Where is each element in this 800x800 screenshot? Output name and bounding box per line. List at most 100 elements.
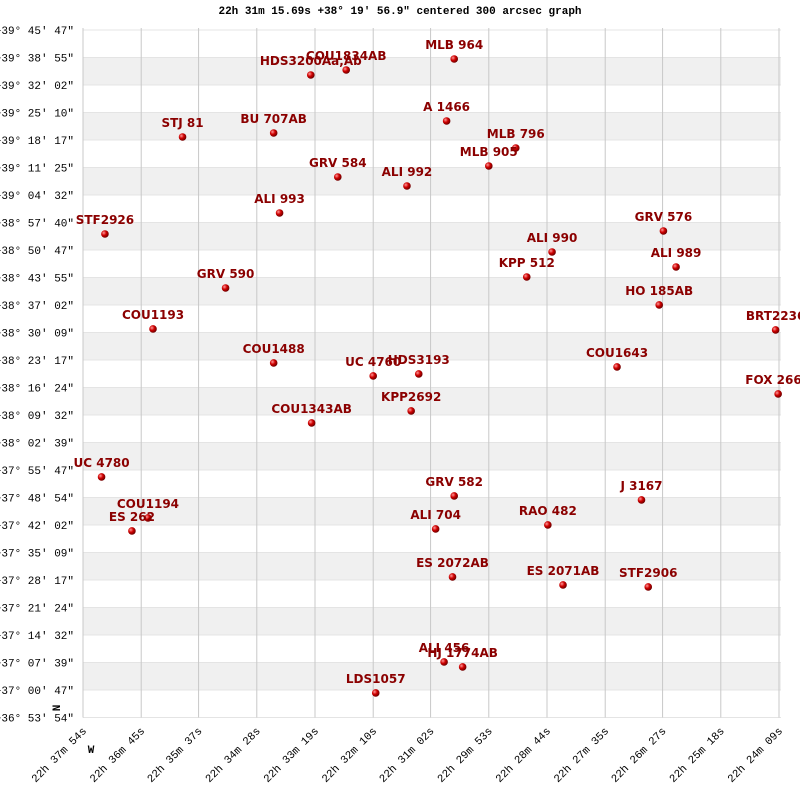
star-point (448, 573, 457, 581)
star-point (548, 248, 556, 256)
star-label: GRV 576 (635, 210, 693, 224)
y-tick-label: +37° 42' 02" (0, 521, 74, 533)
y-tick-label: +39° 45' 47" (0, 26, 74, 38)
star-point (440, 658, 448, 666)
star-label: KPP 512 (499, 256, 555, 270)
star-point (149, 325, 157, 333)
star-label: FOX 266A (745, 373, 800, 387)
y-tick-label: +37° 21' 24" (0, 604, 74, 616)
star-label: STF2926 (76, 213, 134, 227)
y-tick-label: +39° 04' 32" (0, 191, 74, 203)
star-point (178, 133, 187, 141)
y-tick-label: +38° 30' 09" (0, 329, 74, 341)
star-point (221, 284, 230, 292)
star-label: COU1643 (586, 346, 648, 360)
star-point (544, 521, 552, 529)
y-tick-label: +38° 23' 17" (0, 356, 74, 368)
star-point (275, 209, 284, 217)
y-tick-label: +37° 00' 47" (0, 686, 74, 698)
star-point (659, 227, 668, 235)
grid-band (83, 222, 781, 250)
star-label: COU1193 (122, 308, 184, 322)
star-label: MLB 796 (487, 127, 545, 141)
grid-band (83, 662, 781, 690)
star-label: STJ 81 (161, 116, 203, 130)
star-label: GRV 582 (425, 475, 483, 489)
star-label: ALI 992 (382, 165, 433, 179)
y-tick-label: +39° 25' 10" (0, 108, 74, 120)
star-label: ALI 456 (419, 641, 470, 655)
grid-band (83, 332, 781, 360)
x-tick-label: 22h 32m 10s (320, 726, 380, 786)
y-tick-label: +37° 35' 09" (0, 549, 74, 561)
star-label: GRV 584 (309, 156, 367, 170)
star-point (128, 527, 136, 535)
y-tick-label: +37° 48' 54" (0, 494, 74, 506)
star-point (771, 326, 780, 334)
star-label: LDS1057 (346, 672, 406, 686)
x-tick-label: 22h 31m 02s (378, 726, 438, 786)
star-point (144, 514, 152, 522)
star-point (644, 583, 653, 591)
star-point (655, 301, 664, 309)
star-label: COU1488 (243, 342, 305, 356)
star-point (414, 370, 423, 378)
y-tick-label: +38° 37' 02" (0, 301, 74, 313)
y-tick-label: +38° 02' 39" (0, 439, 74, 451)
x-tick-label: 22h 24m 09s (726, 726, 786, 786)
star-point (403, 182, 411, 190)
star-label: STF2906 (619, 566, 677, 580)
star-label: COU1194 (117, 497, 179, 511)
star-label: ALI 990 (527, 231, 578, 245)
chart-title: 22h 31m 15.69s +38° 19′ 56.9" centered 3… (218, 6, 581, 18)
star-point (269, 359, 278, 367)
star-point (511, 144, 520, 152)
star-label: ALI 993 (254, 192, 305, 206)
grid-band (83, 387, 781, 415)
x-tick-label: 22h 33m 19s (262, 726, 322, 786)
x-tick-label: 22h 37m 54s (30, 726, 90, 786)
y-tick-label: +38° 43' 55" (0, 273, 74, 285)
star-label: GRV 590 (197, 267, 255, 281)
star-label: A 1466 (423, 100, 470, 114)
grid-band (83, 442, 781, 470)
y-tick-label: +39° 38' 55" (0, 53, 74, 65)
y-tick-label: +39° 32' 02" (0, 81, 74, 93)
x-tick-label: 22h 29m 53s (436, 726, 496, 786)
star-label: ALI 704 (410, 508, 461, 522)
star-label: MLB 905 (460, 145, 518, 159)
star-point (613, 363, 621, 371)
y-tick-label: +37° 07' 39" (0, 659, 74, 671)
star-label: ES 262 (109, 510, 155, 524)
y-tick-label: +38° 09' 32" (0, 411, 74, 423)
y-tick-label: +39° 18' 17" (0, 136, 74, 148)
x-tick-label: 22h 25m 18s (668, 726, 728, 786)
bands (82, 28, 781, 718)
star-point (407, 407, 415, 415)
grid-band (83, 497, 781, 525)
y-tick-label: +37° 55' 47" (0, 466, 74, 478)
x-tick-label: 22h 26m 27s (610, 726, 670, 786)
y-tick-label: +38° 57' 40" (0, 218, 74, 230)
star-point (450, 492, 459, 500)
star-point (450, 55, 459, 63)
star-point (333, 173, 342, 181)
grid-band (83, 277, 781, 305)
grid-band (83, 112, 781, 140)
y-tick-label: +38° 50' 47" (0, 246, 74, 258)
star-point (484, 162, 493, 170)
star-point (97, 473, 106, 481)
star-point (774, 390, 782, 398)
star-point (342, 66, 351, 74)
star-point (371, 689, 380, 697)
star-point (306, 71, 315, 79)
grid-band (83, 607, 781, 635)
star-point (672, 263, 680, 271)
grid-band (83, 552, 781, 580)
star-point (307, 419, 316, 427)
star-label: HDS3193 (388, 353, 450, 367)
x-tick-label: 22h 36m 45s (88, 726, 148, 786)
star-point (458, 663, 467, 671)
